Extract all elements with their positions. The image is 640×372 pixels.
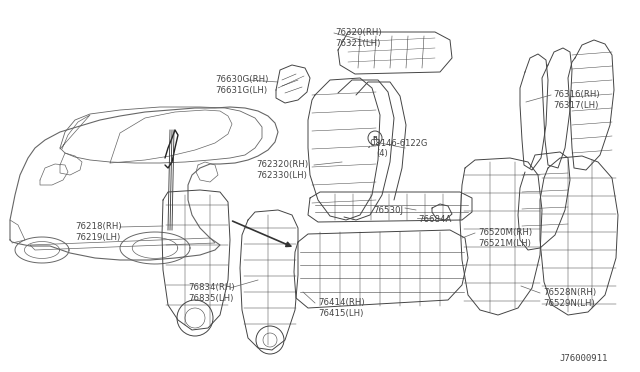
Text: 762330(LH): 762330(LH) (256, 171, 307, 180)
Text: B: B (372, 135, 378, 141)
Text: 76521M(LH): 76521M(LH) (478, 239, 531, 248)
Text: 76630G(RH): 76630G(RH) (215, 75, 268, 84)
Text: (4): (4) (376, 149, 388, 158)
Text: 76530J: 76530J (373, 206, 403, 215)
Text: 76684A: 76684A (418, 215, 451, 224)
Text: 76321(LH): 76321(LH) (335, 39, 380, 48)
Text: 76834(RH): 76834(RH) (188, 283, 235, 292)
Text: 76528N(RH): 76528N(RH) (543, 288, 596, 297)
Text: 76631G(LH): 76631G(LH) (215, 86, 267, 95)
Text: 76320(RH): 76320(RH) (335, 28, 381, 37)
Text: 762320(RH): 762320(RH) (256, 160, 308, 169)
Text: 76218(RH): 76218(RH) (75, 222, 122, 231)
Text: 76415(LH): 76415(LH) (318, 309, 364, 318)
Text: ¸08146-6122G: ¸08146-6122G (367, 138, 428, 147)
Text: 76316(RH): 76316(RH) (553, 90, 600, 99)
Text: 76414(RH): 76414(RH) (318, 298, 365, 307)
Text: 76529N(LH): 76529N(LH) (543, 299, 595, 308)
Text: 76835(LH): 76835(LH) (188, 294, 234, 303)
Text: 76520M(RH): 76520M(RH) (478, 228, 532, 237)
Text: 76219(LH): 76219(LH) (75, 233, 120, 242)
Text: J76000911: J76000911 (559, 354, 608, 363)
Text: 76317(LH): 76317(LH) (553, 101, 598, 110)
